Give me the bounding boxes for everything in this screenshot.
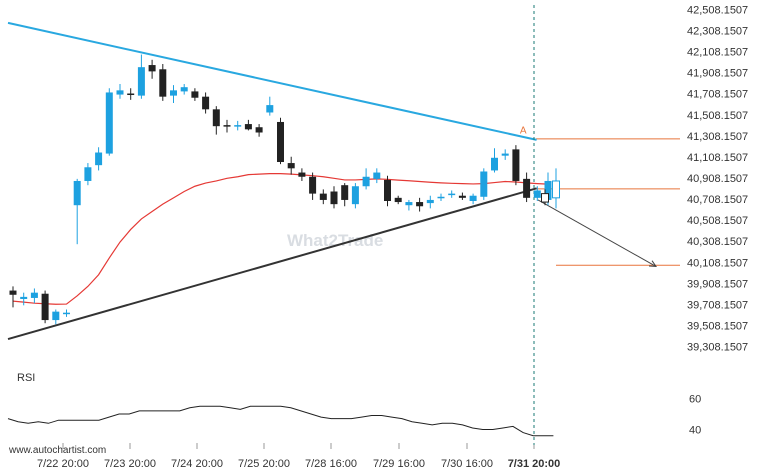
candle-body	[116, 90, 124, 95]
candle-body	[41, 293, 49, 321]
candle-body	[362, 176, 370, 187]
price-tick-label: 42,308.1507	[687, 25, 748, 37]
price-tick-label: 41,908.1507	[687, 68, 748, 80]
price-tick-label: 39,508.1507	[687, 321, 748, 333]
candle-body	[191, 91, 199, 98]
candle-body	[63, 312, 70, 315]
candle-body	[234, 125, 242, 127]
price-tick-label: 41,108.1507	[687, 152, 748, 164]
time-tick-label: 7/25 20:00	[238, 458, 290, 470]
pattern-point-label: A	[520, 126, 527, 137]
price-tick-label: 40,708.1507	[687, 194, 748, 206]
candle-body	[223, 125, 231, 127]
moving-average-line	[12, 172, 549, 305]
time-tick-label: 7/29 16:00	[373, 458, 425, 470]
candle-body	[202, 96, 210, 110]
candle-body	[405, 202, 413, 206]
candle-body	[52, 311, 60, 321]
candle-body	[127, 93, 135, 96]
time-tick-label: 7/31 20:00	[508, 458, 561, 470]
candle-body	[512, 149, 520, 181]
candle-body	[137, 67, 145, 96]
candle-body	[105, 92, 113, 154]
candle-body	[255, 127, 263, 133]
forecast-arrow-head	[648, 260, 658, 267]
candle-body	[330, 191, 338, 205]
rsi-label: RSI	[17, 372, 35, 384]
candle-body	[180, 87, 188, 92]
resistance-trend-line	[7, 21, 537, 141]
candle-body	[458, 195, 466, 198]
projected-candle-body	[552, 180, 560, 199]
candle-body	[491, 157, 498, 171]
candle-body	[480, 171, 488, 197]
candle-body	[351, 186, 359, 205]
price-tick-label: 42,508.1507	[687, 4, 748, 16]
candle-body	[73, 180, 81, 206]
candle-body	[469, 195, 477, 201]
candle-body	[277, 121, 284, 163]
time-tick-label: 7/30 16:00	[441, 458, 493, 470]
rsi-tick-label: 40	[689, 425, 701, 437]
projected-candle-body	[541, 193, 549, 203]
candle-body	[309, 176, 317, 194]
price-tick-label: 41,708.1507	[687, 89, 748, 101]
support-trend-line	[7, 187, 537, 340]
candle-body	[533, 190, 541, 198]
candle-body	[287, 163, 295, 169]
candle-body	[448, 193, 456, 196]
candle-body	[244, 124, 252, 130]
candle-body	[416, 202, 424, 207]
candle-body	[523, 178, 531, 198]
price-tick-label: 41,308.1507	[687, 131, 748, 143]
candle-body	[394, 197, 402, 203]
candle-body	[9, 290, 17, 295]
candle-body	[266, 105, 274, 113]
candle-body	[20, 296, 28, 299]
time-tick-label: 7/28 16:00	[305, 458, 357, 470]
time-tick-label: 7/23 20:00	[104, 458, 156, 470]
price-tick-label: 40,308.1507	[687, 236, 748, 248]
price-tick-label: 40,508.1507	[687, 215, 748, 227]
rsi-tick-label: 60	[689, 394, 701, 406]
candle-body	[170, 90, 177, 96]
candle-body	[159, 69, 167, 97]
price-tick-label: 40,908.1507	[687, 173, 748, 185]
time-tick-label: 7/22 20:00	[37, 458, 89, 470]
candle-body	[384, 179, 391, 201]
price-tick-label: 42,108.1507	[687, 47, 748, 59]
candle-body	[544, 180, 552, 200]
candle-body	[298, 172, 306, 177]
candle-body	[84, 167, 92, 181]
candle-body	[95, 152, 103, 166]
candle-body	[341, 185, 349, 200]
candle-body	[426, 199, 434, 204]
candle-body	[501, 153, 509, 156]
candle-body	[148, 65, 156, 72]
watermark: What2Trade	[287, 231, 383, 250]
time-tick-label: 7/24 20:00	[171, 458, 223, 470]
footer-text: www.autochartist.com	[8, 445, 106, 456]
price-tick-label: 40,108.1507	[687, 257, 748, 269]
rsi-line	[7, 405, 554, 437]
candle-body	[373, 172, 381, 179]
price-tick-label: 39,908.1507	[687, 278, 748, 290]
price-tick-label: 41,508.1507	[687, 110, 748, 122]
candle-body	[30, 292, 38, 298]
price-tick-label: 39,708.1507	[687, 299, 748, 311]
candle-body	[212, 109, 220, 127]
candle-body	[437, 196, 445, 199]
price-tick-label: 39,308.1507	[687, 342, 748, 354]
candle-body	[319, 193, 327, 200]
forecast-arrow-line	[537, 199, 657, 267]
